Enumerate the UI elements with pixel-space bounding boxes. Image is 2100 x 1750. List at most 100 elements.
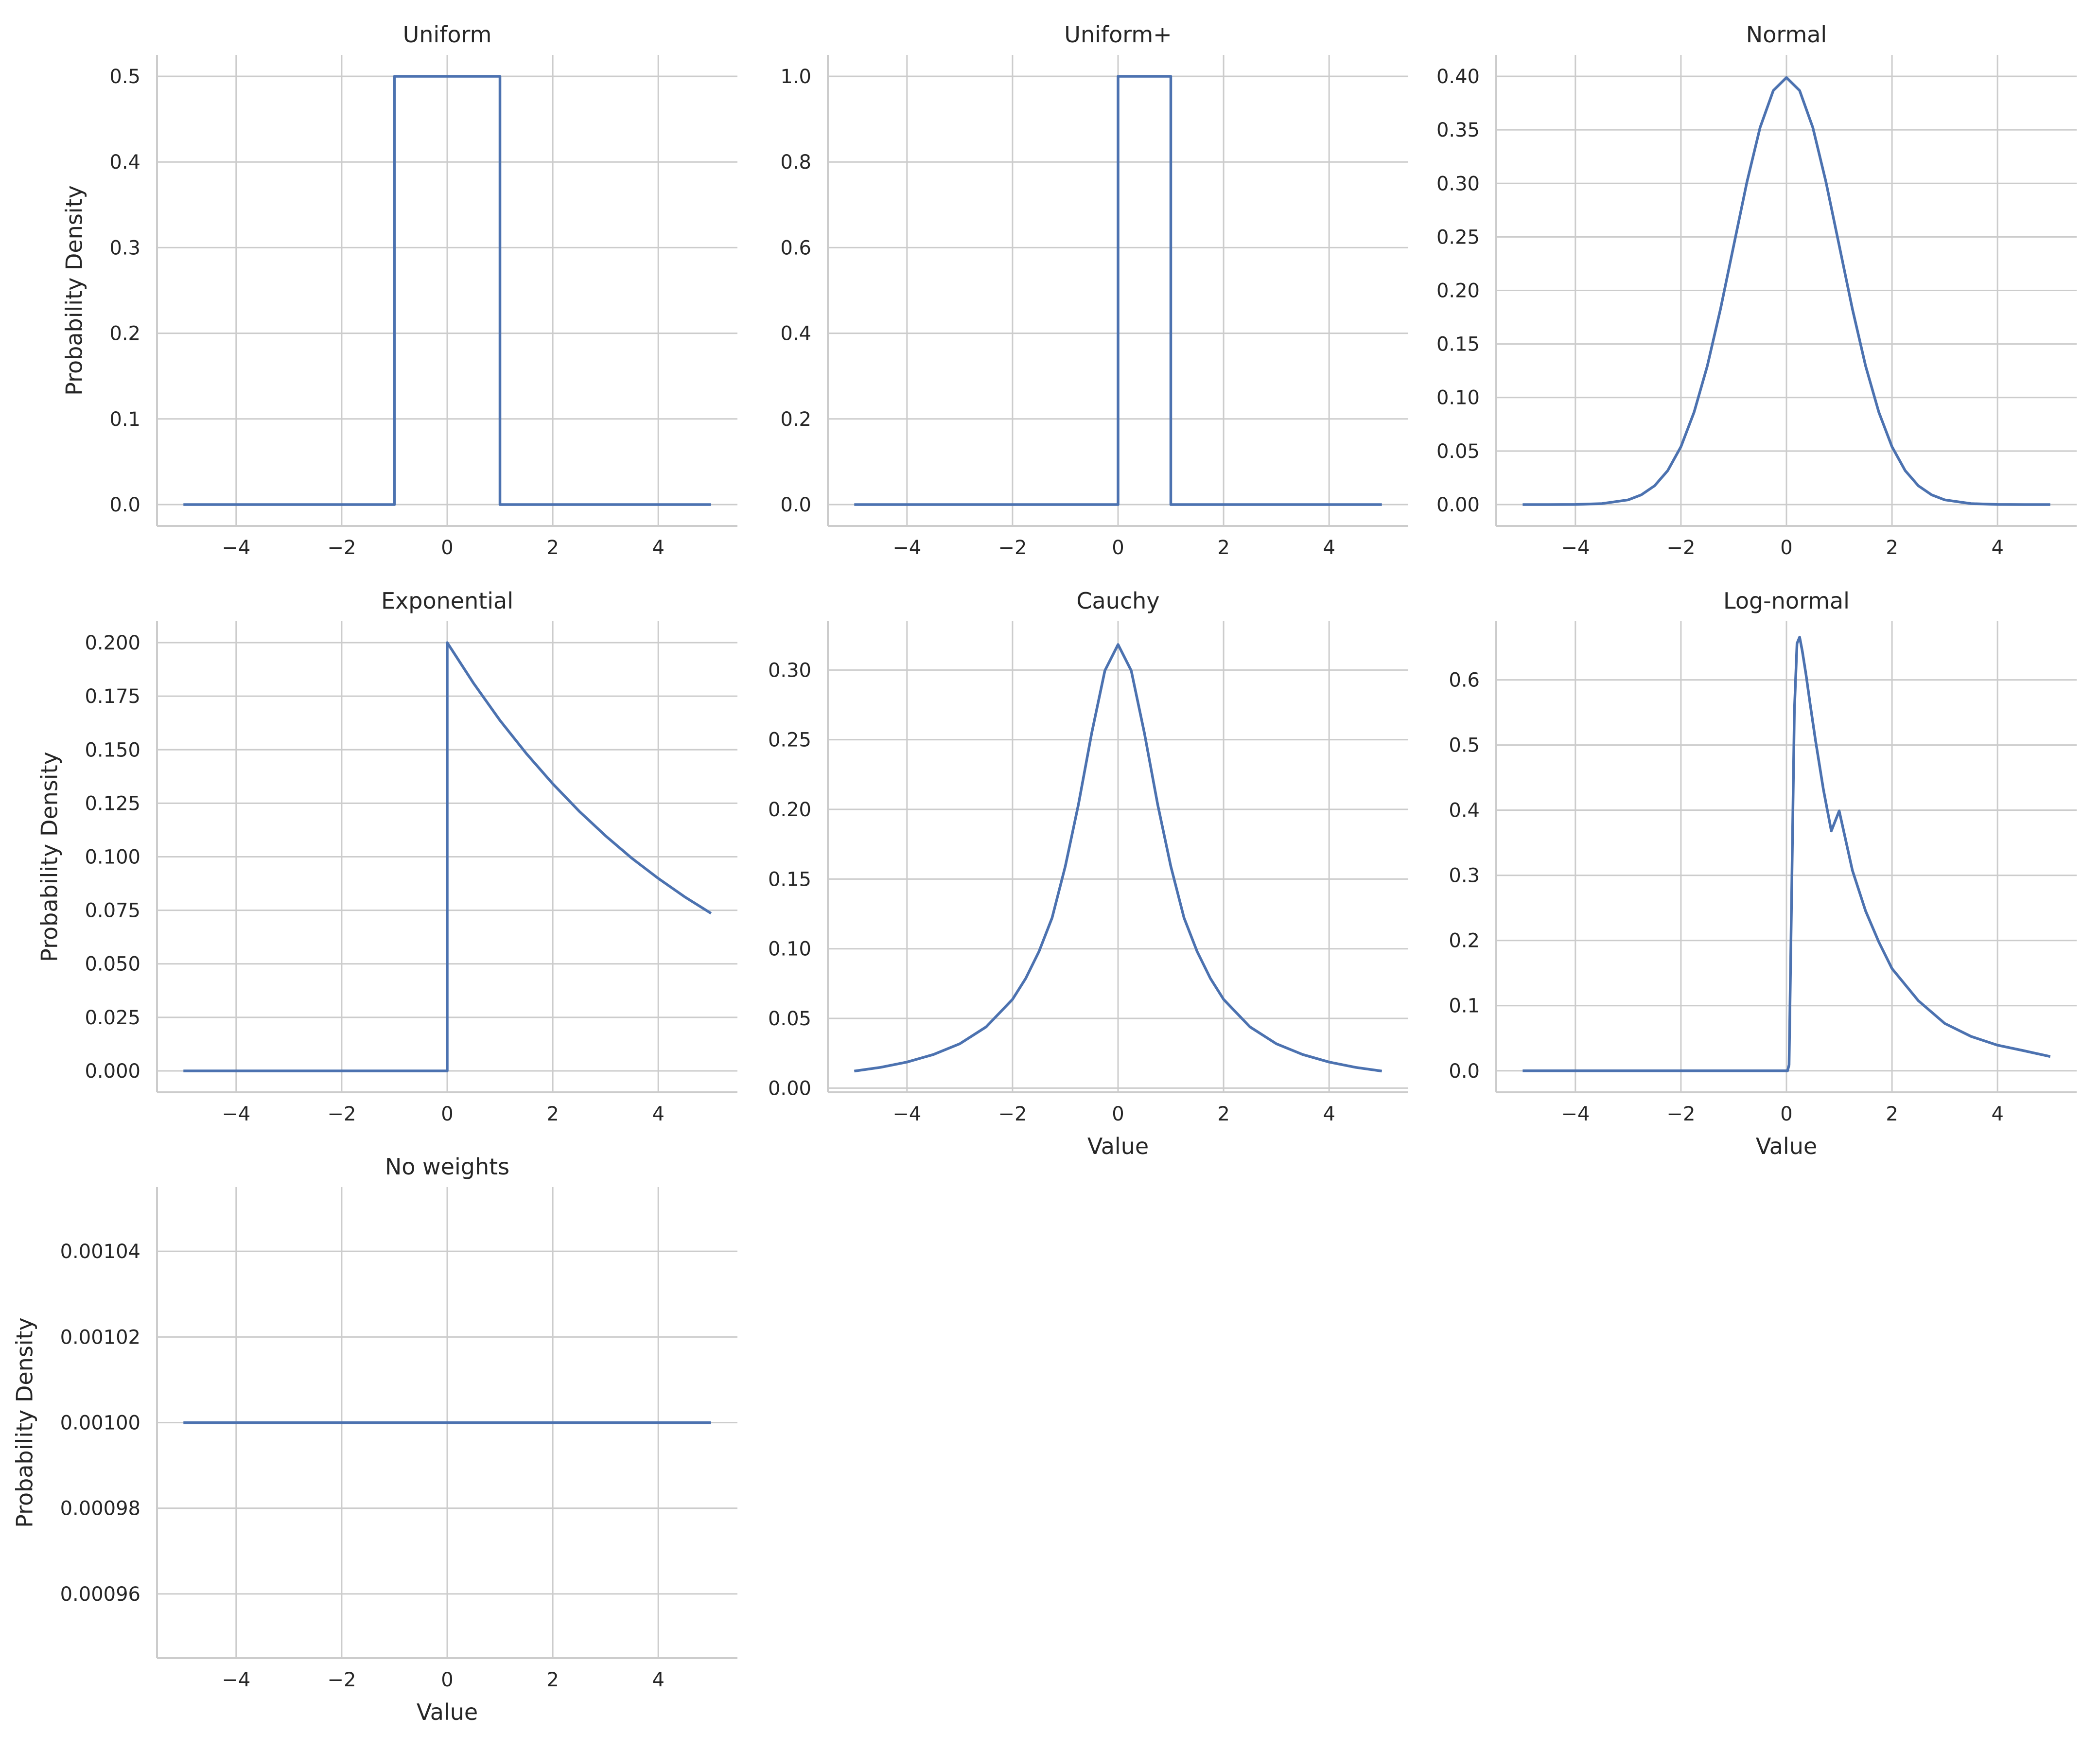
- x-tick-label: 4: [652, 1103, 664, 1125]
- y-tick-label: 0.125: [85, 792, 140, 815]
- x-tick-label: −2: [327, 1103, 356, 1125]
- y-tick-label: 0.20: [1436, 280, 1480, 302]
- panel-3: −4 −2 0 2 4 0.00 0.05 0.10 0.15 0.20 0.25 0.30 0.35 0…: [1436, 21, 2077, 559]
- y-tick-label: 0.00: [1436, 494, 1480, 516]
- x-tick-label: 4: [1991, 537, 2003, 559]
- x-tick-label: −4: [1561, 537, 1590, 559]
- x-tick-label: 2: [1886, 537, 1898, 559]
- y-tick-label: 0.10: [1436, 387, 1480, 409]
- x-tick-label: 0: [1780, 1103, 1792, 1125]
- x-tick-label: 2: [546, 1103, 559, 1125]
- y-tick-label: 0.6: [1449, 669, 1480, 692]
- y-tick-label: 0.4: [1449, 800, 1480, 822]
- panel-title: Exponential: [381, 588, 513, 614]
- density-curve: [854, 75, 1382, 506]
- y-tick-label: 0.1: [1449, 995, 1480, 1017]
- x-tick-label: 4: [652, 537, 664, 559]
- x-tick-label: 0: [441, 537, 453, 559]
- panel-2: −4 −2 0 2 4 0.0 0.2 0.4 0.6 0.8 1.0 Uniform+: [780, 21, 1408, 559]
- x-tick-label: 4: [1323, 537, 1335, 559]
- panel-5: −4 −2 0 2 4 0.00 0.05 0.10 0.15 0.20 0.25 0.30 Cauch…: [768, 588, 1408, 1159]
- panel-title: Log-normal: [1723, 588, 1850, 614]
- y-tick-label: 0.000: [85, 1060, 140, 1083]
- y-tick-label: 0.30: [1436, 173, 1480, 195]
- panel-7: −4 −2 0 2 4 0.00096 0.00098 0.00100 0.00102 0.001…: [12, 1154, 737, 1725]
- x-tick-label: 4: [1991, 1103, 2003, 1125]
- x-tick-label: 0: [1112, 1103, 1124, 1125]
- y-tick-label: 0.05: [1436, 440, 1480, 463]
- y-tick-label: 0.00104: [60, 1241, 140, 1263]
- y-tick-label: 0.05: [768, 1008, 811, 1030]
- y-tick-label: 1.0: [780, 66, 811, 88]
- y-tick-label: 0.20: [768, 799, 811, 821]
- y-tick-label: 0.0: [109, 494, 140, 516]
- y-axis-label: Probability Density: [12, 1317, 38, 1528]
- density-curve: [183, 641, 712, 1072]
- y-tick-label: 0.6: [780, 237, 811, 259]
- x-tick-label: −4: [222, 537, 250, 559]
- x-tick-label: 2: [1217, 1103, 1229, 1125]
- x-axis-label: Value: [1087, 1133, 1149, 1159]
- x-axis-label: Value: [1756, 1133, 1817, 1159]
- y-tick-label: 0.2: [109, 323, 140, 345]
- x-tick-label: 0: [441, 1669, 453, 1691]
- x-tick-label: −2: [1666, 1103, 1695, 1125]
- y-tick-label: 0.00: [768, 1077, 811, 1100]
- y-tick-label: 0.10: [768, 938, 811, 961]
- x-tick-label: −2: [998, 537, 1027, 559]
- y-tick-label: 0.25: [1436, 226, 1480, 248]
- x-tick-label: 2: [1886, 1103, 1898, 1125]
- y-tick-label: 0.3: [1449, 865, 1480, 887]
- panel-title: Cauchy: [1076, 588, 1159, 614]
- x-tick-label: 0: [1780, 537, 1792, 559]
- x-tick-label: −2: [1666, 537, 1695, 559]
- y-tick-label: 0.1: [109, 408, 140, 431]
- x-tick-label: −4: [222, 1103, 250, 1125]
- y-tick-label: 0.0: [780, 494, 811, 516]
- y-tick-label: 0.15: [1436, 333, 1480, 356]
- y-tick-label: 0.3: [109, 237, 140, 259]
- x-tick-label: −2: [998, 1103, 1027, 1125]
- y-tick-label: 0.4: [780, 323, 811, 345]
- y-tick-label: 0.40: [1436, 66, 1480, 88]
- y-tick-label: 0.35: [1436, 119, 1480, 141]
- panel-title: Normal: [1746, 21, 1827, 48]
- y-tick-label: 0.00100: [60, 1412, 140, 1435]
- y-axis-label: Probability Density: [36, 752, 63, 962]
- y-tick-label: 0.050: [85, 953, 140, 976]
- x-tick-label: −4: [892, 537, 921, 559]
- x-axis-label: Value: [417, 1699, 478, 1725]
- x-tick-label: −4: [1561, 1103, 1590, 1125]
- density-curve: [1522, 76, 2050, 506]
- density-curve: [854, 643, 1382, 1073]
- panel-title: Uniform+: [1064, 21, 1172, 48]
- x-tick-label: −2: [327, 537, 356, 559]
- y-tick-label: 0.4: [109, 151, 140, 174]
- y-tick-label: 0.5: [1449, 735, 1480, 757]
- panel-4: −4 −2 0 2 4 0.000 0.025 0.050 0.075 0.100 0.125 0.1…: [36, 588, 737, 1125]
- panel-6: −4 −2 0 2 4 0.0 0.1 0.2 0.3 0.4 0.5 0.6 Log-normal Va…: [1449, 588, 2077, 1159]
- x-tick-label: 0: [441, 1103, 453, 1125]
- y-tick-label: 0.100: [85, 846, 140, 869]
- y-tick-label: 0.00098: [60, 1498, 140, 1520]
- x-tick-label: 2: [1217, 537, 1229, 559]
- y-axis-label: Probability Density: [61, 185, 88, 396]
- y-tick-label: 0.25: [768, 729, 811, 752]
- y-tick-label: 0.025: [85, 1007, 140, 1029]
- x-tick-label: −4: [892, 1103, 921, 1125]
- panel-1: −4 −2 0 2 4 0.0 0.1 0.2 0.3 0.4 0.5 Uniform Probabil…: [61, 21, 737, 559]
- density-curve: [183, 75, 711, 506]
- x-tick-label: −4: [222, 1669, 250, 1691]
- density-curve: [1522, 635, 2051, 1072]
- y-tick-label: 0.15: [768, 868, 811, 891]
- y-tick-label: 0.075: [85, 900, 140, 922]
- y-tick-label: 0.175: [85, 685, 140, 708]
- x-tick-label: 4: [652, 1669, 664, 1691]
- x-tick-label: 2: [546, 537, 559, 559]
- x-tick-label: −2: [327, 1669, 356, 1691]
- x-tick-label: 0: [1112, 537, 1124, 559]
- y-tick-label: 0.00096: [60, 1583, 140, 1606]
- y-tick-label: 0.200: [85, 632, 140, 654]
- y-tick-label: 0.5: [109, 66, 140, 88]
